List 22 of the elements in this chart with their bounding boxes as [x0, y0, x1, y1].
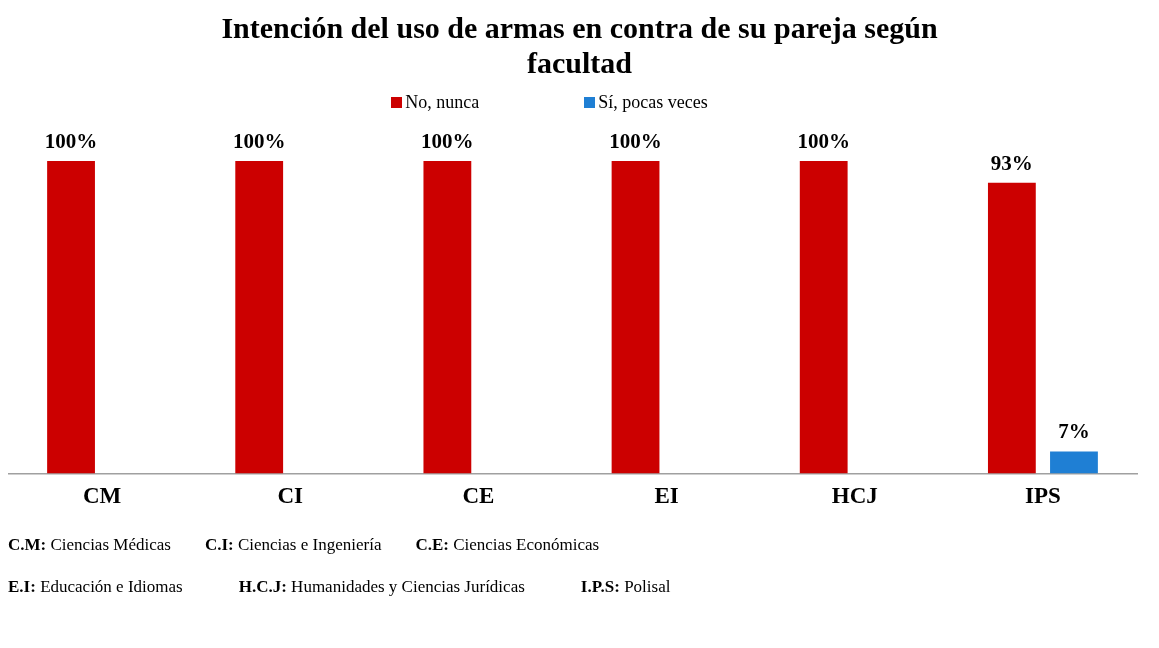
x-tick-label: IPS	[1025, 483, 1061, 509]
data-label: 100%	[609, 128, 662, 153]
text: C.M: Ciencias Médicas	[8, 535, 171, 554]
data-label: 100%	[232, 128, 286, 153]
x-tick-label: EI	[654, 483, 679, 509]
legend-label: Sí, pocas veces	[598, 92, 708, 113]
x-tick-label: CI	[277, 483, 304, 509]
data-label: 7%	[1058, 419, 1090, 444]
text: I.P.S: Polisal	[580, 577, 671, 596]
chart-title: Intención del uso de armas en contra de su pareja según facultad	[220, 10, 939, 80]
text: H.C.J: Humanidades y Ciencias Jurídicas	[238, 577, 525, 596]
text: C.I: Ciencias e Ingeniería	[204, 535, 382, 554]
data-label: 93%	[990, 150, 1033, 175]
data-label: 100%	[421, 128, 474, 153]
x-tick-label: HCJ	[831, 483, 878, 509]
data-label: 100%	[44, 128, 98, 153]
data-label: 100%	[797, 128, 850, 153]
legend-label: No, nunca	[405, 92, 480, 113]
x-tick-label: CM	[82, 483, 122, 509]
text: E.I: Educación e Idiomas	[8, 577, 183, 596]
text: C.E: Ciencias Económicas	[415, 535, 600, 554]
x-tick-label: CE	[462, 483, 495, 509]
